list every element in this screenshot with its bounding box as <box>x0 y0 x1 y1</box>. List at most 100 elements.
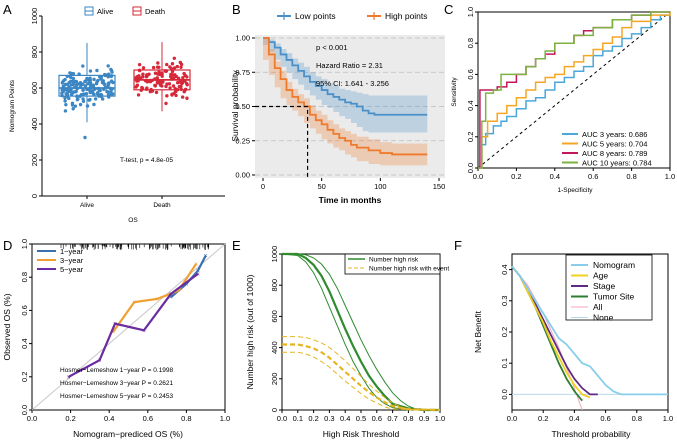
x-tick-label: 0.0 <box>27 414 37 423</box>
jitter-point <box>109 79 114 83</box>
jitter-point <box>96 93 100 97</box>
jitter-point <box>108 92 113 97</box>
jitter-point <box>77 72 81 76</box>
jitter-point <box>109 89 113 94</box>
jitter-point <box>148 79 153 84</box>
calibration-point: × <box>196 271 200 278</box>
jitter-point <box>103 72 107 77</box>
x-tick-label: 0.6 <box>372 414 382 423</box>
y-tick-label: 800 <box>270 279 279 292</box>
y-tick-label: 1000 <box>270 246 279 263</box>
jitter-point <box>183 79 187 83</box>
jitter-point <box>99 92 103 97</box>
jitter-point <box>85 76 89 81</box>
jitter-point <box>65 82 70 86</box>
jitter-point <box>70 101 75 106</box>
x-tick-label: 0.2 <box>511 172 521 181</box>
jitter-point <box>69 92 74 97</box>
calibration-line-2 <box>68 272 199 378</box>
jitter-point <box>74 83 79 87</box>
jitter-point <box>168 74 173 79</box>
jitter-point <box>173 86 177 91</box>
jitter-point <box>74 90 78 94</box>
jitter-point <box>137 68 142 73</box>
box-alive <box>58 74 116 97</box>
ci-band-low <box>263 38 428 133</box>
jitter-point <box>63 88 68 92</box>
x-tick-label: 0.2 <box>538 414 548 423</box>
jitter-point <box>87 98 91 102</box>
legend-label: Age <box>593 271 608 281</box>
jitter-point <box>97 88 101 92</box>
y-tick-label: 0.4 <box>20 338 29 348</box>
legend-label: Death <box>145 7 165 16</box>
jitter-point <box>78 102 83 107</box>
net-benefit-line-1 <box>511 265 591 399</box>
hosmer-lemeshow-annotation: Hosmer−Lemeshow 1−year P = 0.1998 <box>60 367 174 374</box>
jitter-point <box>137 62 142 67</box>
jitter-point <box>67 96 71 101</box>
impact-line-2 <box>282 253 440 411</box>
panel-letter-e: E <box>232 238 241 253</box>
jitter-point <box>89 83 93 87</box>
jitter-point <box>84 92 89 96</box>
jitter-point <box>171 84 176 88</box>
y-tick-label: 0 <box>270 408 279 412</box>
jitter-point <box>168 86 172 90</box>
jitter-point <box>73 104 78 108</box>
panel-letter-c: C <box>444 2 453 17</box>
calibration-point: × <box>155 296 159 303</box>
jitter-point <box>164 101 168 106</box>
jitter-point <box>105 89 109 94</box>
panel-e-clinical-impact-curve: 0.0 0.1 0.2 0.3 0.4 0.5 0.6 0.7 0.8 0.9 1.0 0 200 400… <box>245 246 449 439</box>
jitter-point <box>93 97 98 101</box>
jitter-point <box>88 69 93 73</box>
x-axis-label: High Risk Threshold <box>323 429 400 439</box>
jitter-point <box>85 104 90 108</box>
jitter-point <box>179 87 183 91</box>
hosmer-lemeshow-annotation: Hosmer−Lemeshow 5−year P = 0.2453 <box>60 393 174 400</box>
y-tick-label: 0 <box>30 194 39 198</box>
y-tick-label: 400 <box>270 341 279 354</box>
panel-letter-d: D <box>3 238 12 253</box>
panel-f-decision-curve: 0.0 0.2 0.4 0.6 0.8 1.0 0.0 0.1 0.2 0.3 0.4 Nomogra… <box>473 253 673 439</box>
jitter-point <box>165 94 169 98</box>
median-marker-line <box>255 105 309 178</box>
stats-annotation: Hazard Ratio = 2.31 <box>316 61 383 70</box>
jitter-point <box>80 82 84 87</box>
jitter-point <box>61 79 66 83</box>
impact-line-4 <box>282 351 441 411</box>
jitter-point <box>154 90 159 95</box>
x-tick-label: 0.2 <box>308 414 318 423</box>
legend-label: All <box>593 302 603 312</box>
jitter-point <box>180 79 185 83</box>
jitter-point <box>71 107 75 111</box>
reference-diagonal <box>477 11 671 169</box>
y-tick-label: 600 <box>30 82 39 95</box>
jitter-point <box>172 56 177 60</box>
jitter-point <box>83 84 88 88</box>
jitter-point <box>156 79 161 83</box>
jitter-point <box>181 76 185 80</box>
y-tick-label: 1.00 <box>235 34 250 43</box>
jitter-point <box>78 94 82 98</box>
calibration-point: × <box>194 261 198 268</box>
jitter-point <box>110 70 114 74</box>
jitter-point <box>73 79 78 84</box>
panel-a-boxplot: 0 200 400 600 800 1000 OS Nomogram Points Alive D… <box>9 6 225 224</box>
plot-frame <box>477 11 671 169</box>
x-axis-label: Nomogram−prediced OS (%) <box>73 429 183 439</box>
jitter-point <box>81 64 85 68</box>
jitter-point <box>135 83 140 87</box>
y-tick-label: 1.0 <box>466 7 475 17</box>
calibration-line-1 <box>112 263 197 333</box>
jitter-point <box>155 76 160 80</box>
legend-label: AUC 5 years: 0.704 <box>582 140 647 149</box>
jitter-point <box>140 75 145 79</box>
legend-label: Number high risk <box>369 257 419 264</box>
jitter-point <box>184 81 189 86</box>
panel-letter-f: F <box>454 238 462 253</box>
y-tick-label: 0.2 <box>500 327 509 337</box>
jitter-point <box>102 82 107 87</box>
